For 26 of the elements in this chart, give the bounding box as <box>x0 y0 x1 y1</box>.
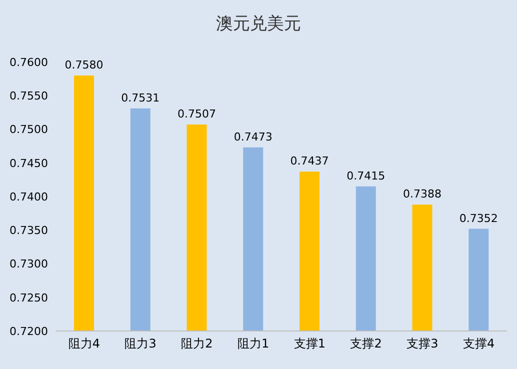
data-label: 0.7415 <box>346 169 386 182</box>
x-tick-label: 阻力3 <box>124 336 156 351</box>
x-tick-label: 阻力1 <box>237 336 270 351</box>
data-label: 0.7388 <box>403 188 442 201</box>
y-tick-label: 0.7200 <box>10 324 48 338</box>
x-tick-label: 支撑4 <box>462 336 495 351</box>
data-label: 0.7531 <box>121 91 160 104</box>
x-tick-label: 支撑3 <box>406 336 438 351</box>
y-tick-label: 0.7350 <box>10 224 48 238</box>
y-tick-label: 0.7400 <box>10 190 48 204</box>
chart-title: 澳元兑美元 <box>215 13 302 35</box>
data-label: 0.7437 <box>290 154 329 168</box>
y-tick-label: 0.7500 <box>10 123 48 136</box>
y-tick-label: 0.7550 <box>10 90 48 103</box>
y-tick-label: 0.7250 <box>10 291 48 304</box>
data-label: 0.7507 <box>178 108 216 121</box>
data-label: 0.7580 <box>64 58 104 72</box>
x-tick-label: 支撑2 <box>350 336 382 351</box>
x-tick-label: 阻力2 <box>181 336 213 351</box>
data-label: 0.7352 <box>459 212 498 225</box>
x-tick-label: 阻力4 <box>68 336 100 351</box>
data-label: 0.7473 <box>234 130 272 144</box>
x-tick-label: 支撑1 <box>294 336 326 351</box>
y-tick-label: 0.7600 <box>10 56 48 69</box>
y-tick-label: 0.7450 <box>10 156 48 170</box>
y-tick-label: 0.7300 <box>10 258 48 271</box>
